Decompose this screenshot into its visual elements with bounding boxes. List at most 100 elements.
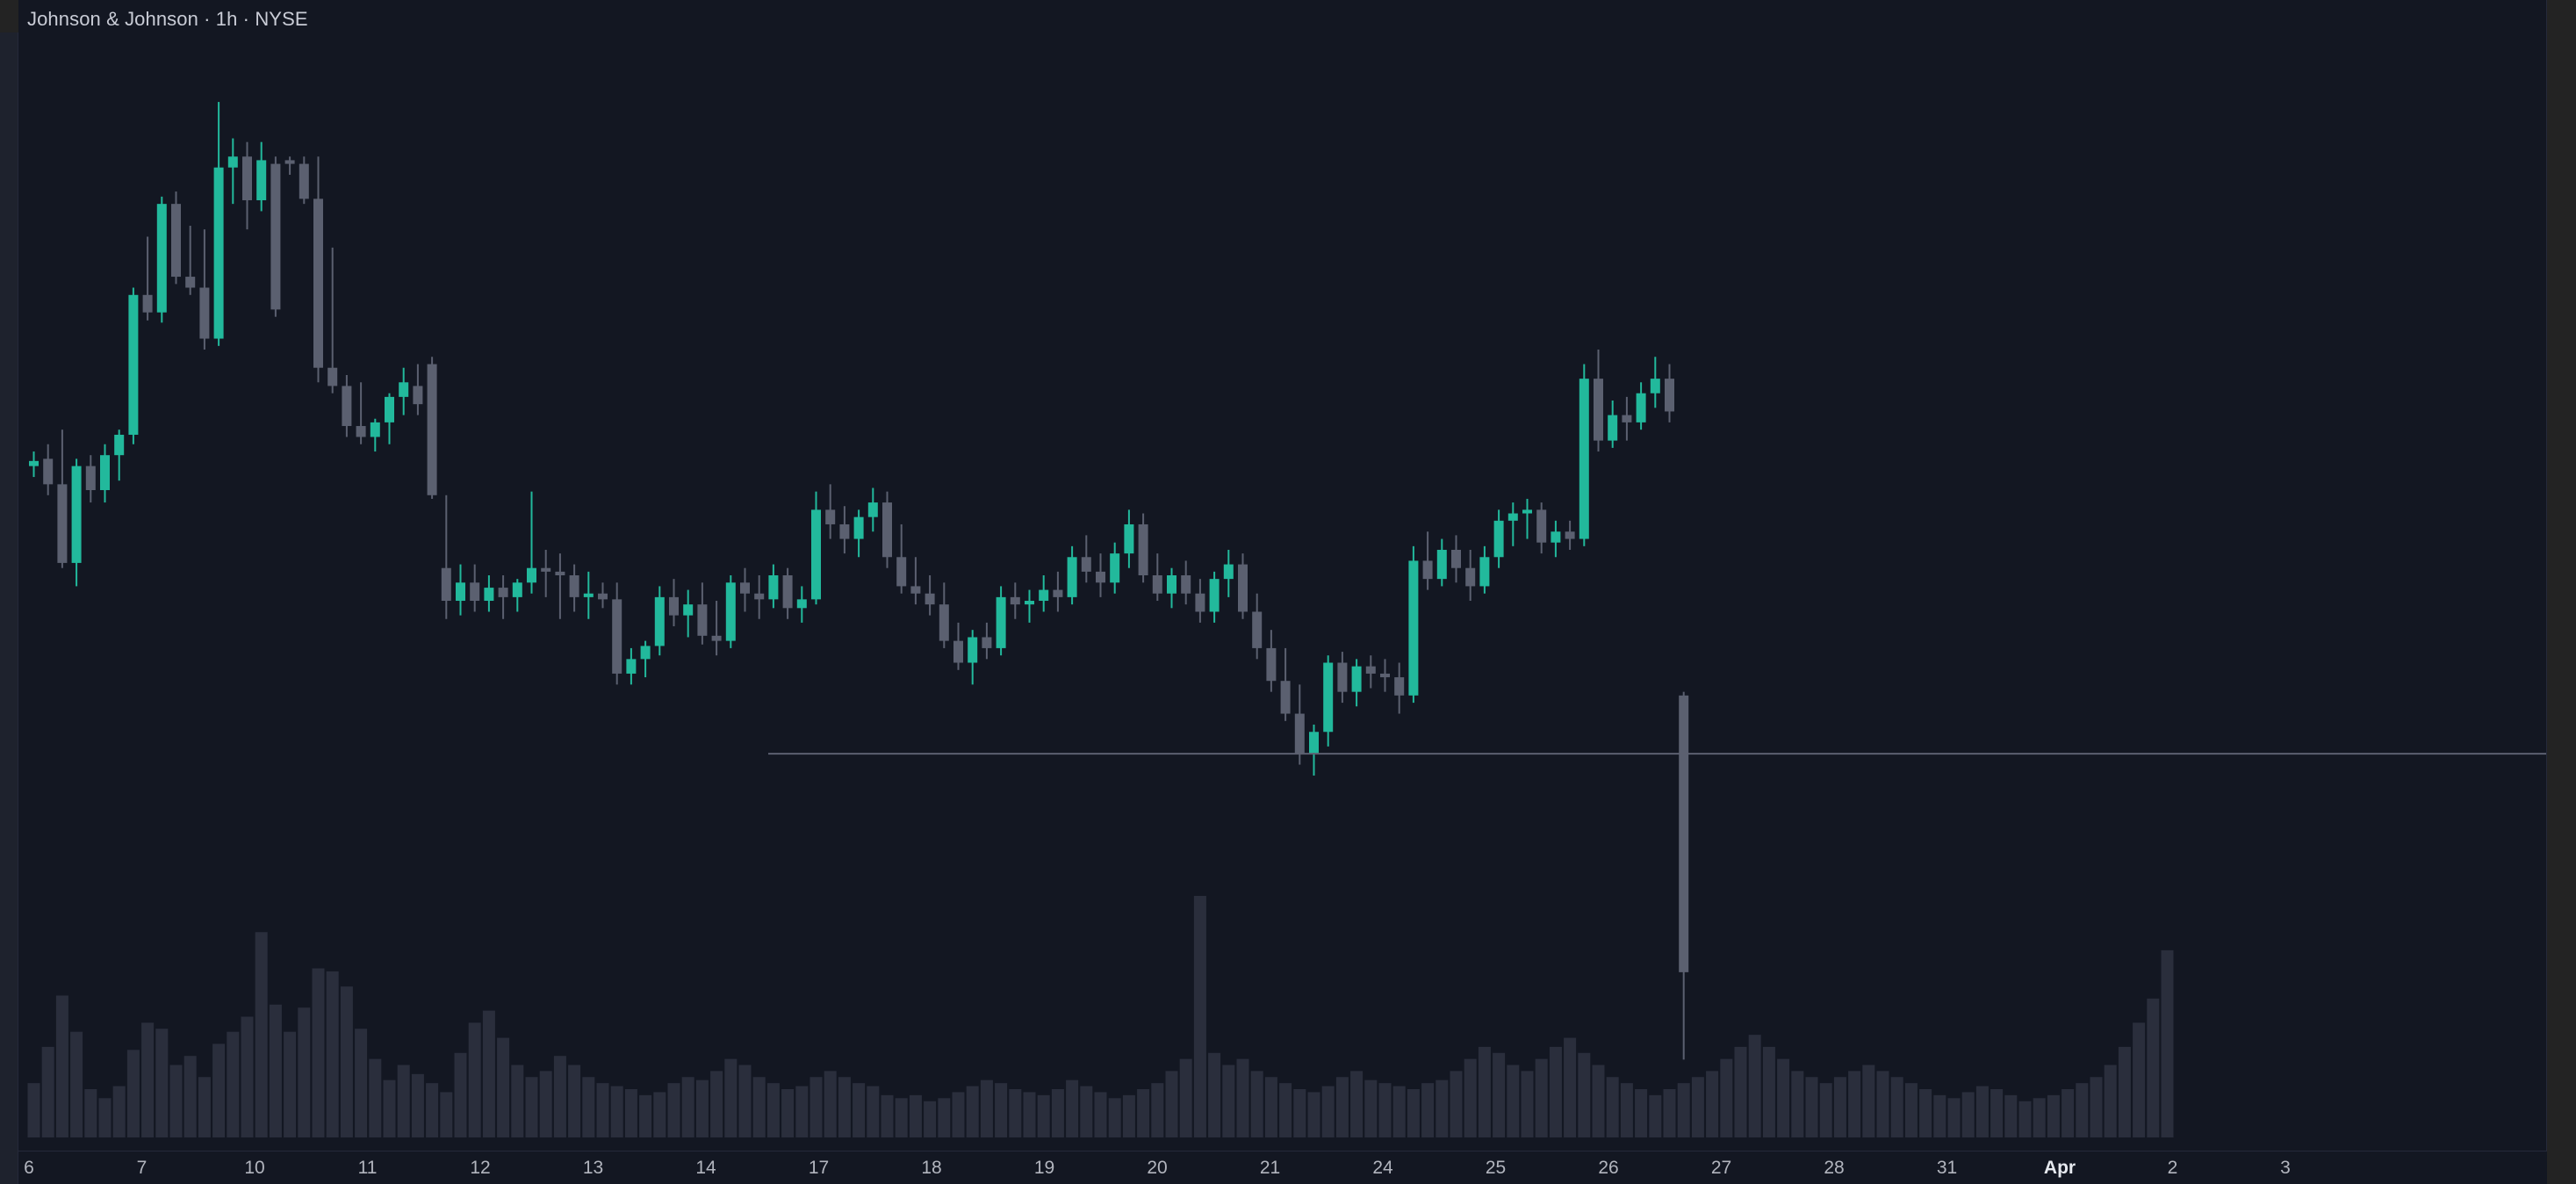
volume-bar <box>340 986 353 1137</box>
volume-bar <box>1805 1077 1818 1137</box>
volume-bar <box>312 968 325 1137</box>
candle-body <box>725 582 736 641</box>
volume-bar <box>454 1052 467 1137</box>
volume-bar <box>1421 1083 1435 1137</box>
time-axis-tick: 10 <box>244 1158 265 1178</box>
volume-bar <box>1706 1071 1719 1137</box>
candle-body <box>768 575 779 600</box>
volume-bar <box>624 1089 637 1137</box>
volume-bar <box>1222 1065 1235 1137</box>
time-axis-tick: 24 <box>1372 1158 1393 1178</box>
volume-bar <box>1364 1079 1378 1137</box>
volume-bar <box>1535 1058 1548 1137</box>
candle-body <box>1608 415 1618 441</box>
volume-bar <box>2076 1083 2089 1137</box>
volume-bar <box>212 1043 226 1137</box>
volume-bar <box>482 1010 495 1137</box>
volume-bar <box>112 1086 126 1137</box>
candle-body <box>356 426 366 437</box>
volume-bar <box>938 1098 951 1137</box>
price-level-line[interactable] <box>768 753 2547 755</box>
candle-body <box>1493 520 1504 558</box>
price-axis-tick: 171.00 <box>2552 17 2576 35</box>
volume-bar <box>1450 1071 1463 1137</box>
volume-bar <box>1564 1037 1577 1137</box>
volume-bar <box>241 1016 254 1137</box>
candle-body <box>939 604 949 641</box>
candle-body <box>740 582 750 594</box>
candle-body <box>284 160 295 164</box>
candle-body <box>199 287 210 339</box>
candle-body <box>427 364 437 495</box>
candle-body <box>1365 666 1376 674</box>
volume-bar <box>1961 1092 1975 1137</box>
candle-body <box>1436 549 1447 580</box>
candle-body <box>626 659 637 674</box>
candle-body <box>853 516 864 539</box>
chart-legend-title: Johnson & Johnson · 1h · NYSE <box>27 8 308 30</box>
volume-bar <box>1122 1094 1135 1137</box>
candle-body <box>1124 523 1134 554</box>
volume-bar <box>1250 1071 1263 1137</box>
price-axis-tick: 166.00 <box>2552 380 2576 399</box>
candle-body <box>555 571 565 575</box>
candle-body <box>867 502 878 517</box>
time-axis-tick: 26 <box>1598 1158 1619 1178</box>
time-axis-tick: 27 <box>1710 1158 1732 1178</box>
price-axis-tick: 162.00 <box>2552 672 2576 690</box>
volume-bar <box>1066 1079 1079 1137</box>
candle-body <box>114 434 125 456</box>
candle-body <box>128 294 139 435</box>
price-axis-tick: 163.00 <box>2552 599 2576 617</box>
volume-bar <box>468 1022 481 1137</box>
candle-body <box>299 163 309 199</box>
volume-bar <box>440 1092 453 1137</box>
volume-bar <box>881 1094 894 1137</box>
time-axis-tick: 25 <box>1485 1158 1507 1178</box>
volume-bar <box>183 1056 197 1137</box>
candle-body <box>1622 415 1632 422</box>
volume-bar <box>1606 1077 1619 1137</box>
volume-bar <box>1635 1089 1648 1137</box>
candle-wick <box>1028 589 1031 623</box>
time-axis-tick: 3 <box>2280 1158 2291 1178</box>
time-axis-tick: 28 <box>1824 1158 1845 1178</box>
volume-bar <box>539 1071 552 1137</box>
candle-body <box>996 596 1006 648</box>
volume-bar <box>1307 1092 1320 1137</box>
candle-body <box>1665 379 1674 412</box>
volume-bar <box>667 1083 680 1137</box>
candle-body <box>1565 531 1575 539</box>
volume-bar <box>55 995 68 1137</box>
volume-bar <box>1293 1089 1306 1137</box>
volume-bar <box>298 1007 311 1137</box>
candle-body <box>456 582 465 602</box>
chart-plot-area[interactable]: Johnson & Johnson · 1h · NYSE <box>18 0 2547 1151</box>
candle-body <box>1110 553 1120 583</box>
volume-bar <box>511 1065 524 1137</box>
price-axis-tick: 168.00 <box>2552 235 2576 253</box>
candle-wick <box>232 138 234 205</box>
volume-bar <box>84 1089 97 1137</box>
volume-bar <box>1592 1065 1605 1137</box>
volume-bar <box>326 971 339 1137</box>
volume-bar <box>255 932 268 1137</box>
volume-bar <box>582 1077 595 1137</box>
time-scale[interactable]: 6 7 10 11 12 13 14 17 18 19 20 21 24 25 26 27 28 31 Apr 2 3 <box>18 1151 2547 1184</box>
price-axis-tick: 158.00 <box>2552 963 2576 981</box>
volume-bar <box>1507 1065 1520 1137</box>
left-toolbar-rail[interactable] <box>0 0 18 1184</box>
volume-bar <box>497 1037 510 1137</box>
candle-body <box>968 637 978 663</box>
candle-body <box>654 596 665 646</box>
volume-bar <box>1649 1094 1662 1137</box>
candle-body <box>697 604 708 636</box>
candle-wick <box>1526 498 1529 539</box>
candle-body <box>1309 732 1319 754</box>
candle-body <box>142 294 153 313</box>
volume-bar <box>1762 1046 1775 1137</box>
volume-bar <box>2004 1094 2018 1137</box>
candle-body <box>1067 557 1077 597</box>
candle-body <box>1323 662 1334 733</box>
